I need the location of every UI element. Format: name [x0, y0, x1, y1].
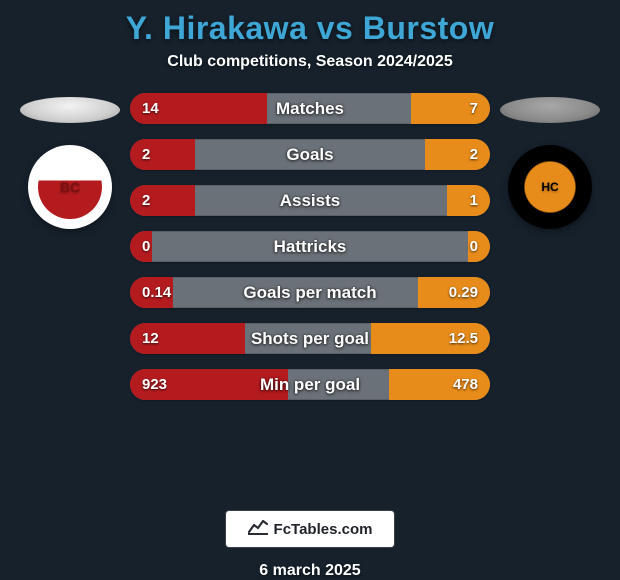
player-left-crest: BC [28, 145, 112, 229]
stat-fill-right [418, 277, 490, 308]
stat-fill-left [130, 323, 245, 354]
player-right-panel: HC [490, 93, 610, 229]
stat-fill-left [130, 139, 195, 170]
stat-fill-right [425, 139, 490, 170]
stat-fill-right [389, 369, 490, 400]
stat-fill-left [130, 93, 267, 124]
stat-fill-left [130, 277, 173, 308]
stat-row: Min per goal923478 [130, 369, 490, 400]
player-left-ellipse [20, 97, 120, 123]
stat-row: Shots per goal1212.5 [130, 323, 490, 354]
stat-row: Matches147 [130, 93, 490, 124]
stat-row: Assists21 [130, 185, 490, 216]
stat-fill-right [468, 231, 490, 262]
chart-icon [248, 519, 268, 540]
stat-fill-left [130, 185, 195, 216]
player-left-panel: BC [10, 93, 130, 229]
player-right-crest-initials: HC [518, 155, 582, 219]
site-logo: FcTables.com [225, 510, 395, 548]
infographic: Y. Hirakawa vs Burstow Club competitions… [0, 0, 620, 580]
stat-label: Hattricks [130, 231, 490, 262]
player-right-ellipse [500, 97, 600, 123]
player-left-crest-initials: BC [38, 155, 102, 219]
comparison-area: BC Matches147 Goals22 Assists21 Hattricks00… [0, 93, 620, 492]
page-subtitle: Club competitions, Season 2024/2025 [167, 53, 452, 71]
generation-date: 6 march 2025 [259, 562, 360, 580]
stat-fill-left [130, 369, 288, 400]
stat-row: Goals22 [130, 139, 490, 170]
stats-bars: Matches147 Goals22 Assists21 Hattricks00 Goa… [130, 93, 490, 400]
stat-fill-right [411, 93, 490, 124]
page-title: Y. Hirakawa vs Burstow [126, 10, 494, 47]
stat-fill-left [130, 231, 152, 262]
stat-row: Hattricks00 [130, 231, 490, 262]
player-right-crest: HC [508, 145, 592, 229]
stat-row: Goals per match0.140.29 [130, 277, 490, 308]
stat-fill-right [447, 185, 490, 216]
site-logo-text: FcTables.com [274, 521, 373, 538]
stat-fill-right [371, 323, 490, 354]
